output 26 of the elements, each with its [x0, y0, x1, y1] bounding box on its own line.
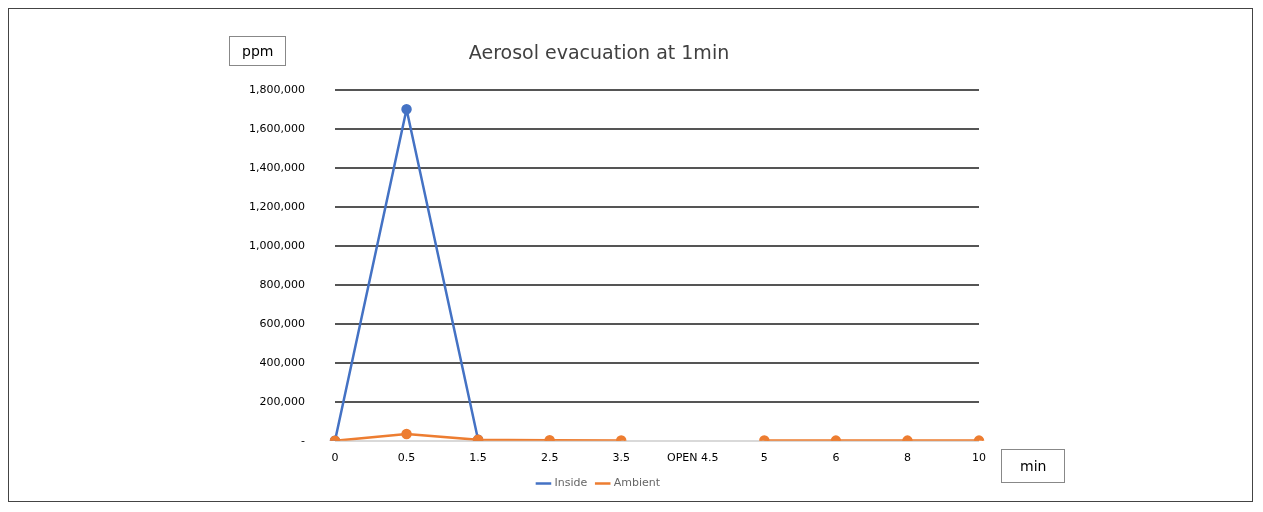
y-tick-label: 1,200,000: [249, 199, 305, 213]
y-tick-label: 200,000: [259, 394, 305, 408]
y-tick-label: 1,000,000: [249, 238, 305, 252]
x-axis-title: min: [1001, 449, 1066, 483]
x-tick-label: 0.5: [397, 451, 416, 465]
y-axis-title: ppm: [229, 36, 287, 66]
y-tick-label: 400,000: [259, 355, 305, 369]
x-tick-label: OPEN 4.5: [667, 451, 719, 465]
x-tick-label: 10: [972, 451, 986, 465]
x-tick-label: 1.5: [469, 451, 487, 465]
y-tick-label: 1,800,000: [249, 82, 305, 96]
y-tick-label: -: [301, 433, 305, 447]
legend-label: Ambient: [613, 476, 661, 490]
chart-title: Aerosol evacuation at 1min: [468, 41, 730, 64]
x-tick-label: 0: [331, 451, 339, 465]
y-tick-label: 1,600,000: [249, 121, 305, 135]
x-tick-label: 3.5: [612, 451, 630, 465]
y-tick-label: 600,000: [259, 316, 305, 330]
legend-label: Inside: [554, 476, 588, 490]
x-tick-label: 2.5: [540, 451, 559, 465]
x-tick-label: 8: [903, 451, 911, 465]
x-tick-label: 6: [832, 451, 840, 465]
x-tick-label: 5: [760, 451, 768, 465]
y-tick-label: 1,400,000: [249, 160, 305, 174]
point: [401, 104, 412, 115]
y-tick-label: 800,000: [259, 277, 305, 291]
